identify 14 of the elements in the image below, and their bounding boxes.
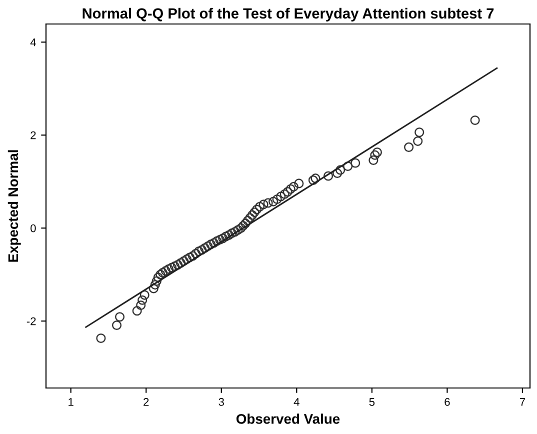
- y-tick-label: 0: [30, 224, 36, 232]
- y-tick-label: -2: [26, 317, 36, 326]
- x-tick-label: 4: [294, 398, 300, 406]
- chart-title: Normal Q-Q Plot of the Test of Everyday Attention subtest 7: [82, 8, 494, 22]
- y-axis-title: Expected Normal: [8, 150, 21, 262]
- x-tick-label: 1: [68, 398, 74, 406]
- x-tick-label: 5: [369, 398, 375, 406]
- x-tick-label: 3: [218, 398, 224, 406]
- x-tick-label: 6: [444, 398, 450, 406]
- x-tick-label: 7: [520, 398, 526, 406]
- y-tick-label: 2: [30, 131, 36, 140]
- x-axis-title: Observed Value: [236, 414, 340, 424]
- x-tick-label: 2: [144, 398, 149, 406]
- y-tick-label: 4: [30, 38, 36, 46]
